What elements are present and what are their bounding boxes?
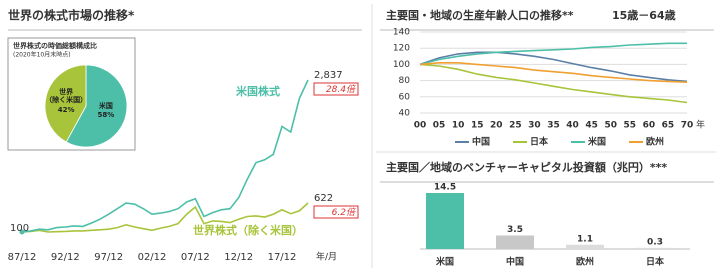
chart-title: 世界の株式市場の推移* (8, 8, 135, 23)
x-tick-label: 60 (643, 121, 656, 131)
x-tick-label: 15 (471, 121, 484, 131)
legend-label: 日本 (530, 136, 549, 148)
end-value-label: 2,837 (314, 70, 343, 81)
series-line (21, 79, 309, 233)
y-tick-label: 140 (393, 28, 410, 38)
pie-title: 世界株式の時価総額構成比 (13, 41, 97, 50)
legend-label: 欧州 (646, 136, 664, 148)
pie-slice (44, 64, 87, 143)
legend-label: 中国 (472, 136, 490, 148)
x-tick-label: 87/12 (8, 252, 37, 263)
x-axis-label: 年/月 (316, 251, 337, 263)
series-line (419, 42, 687, 66)
slice-label: 世界 （除く米国） (45, 87, 88, 104)
x-tick-label: 12/12 (224, 252, 253, 263)
x-tick-label: 40 (566, 121, 579, 131)
bar (496, 235, 534, 249)
x-tick-label: 70 (681, 121, 694, 131)
chart-subtitle: 15歳－64歳 (612, 8, 676, 22)
y-tick-label: 60 (399, 92, 411, 102)
slice-label: 米国 (98, 102, 113, 111)
bar-value-label: 0.3 (647, 237, 663, 247)
x-tick-label: 50 (604, 121, 617, 131)
x-tick-label: 中国 (506, 256, 524, 268)
series-name: 米国株式 (235, 84, 280, 98)
multiple-label: 28.4倍 (326, 84, 356, 95)
end-value-label: 622 (314, 193, 333, 204)
bar (566, 244, 604, 249)
x-tick-label: 25 (509, 121, 522, 131)
chart-title: 主要国・地域の生産年齢人口の推移** (386, 8, 574, 22)
x-tick-label: 欧州 (576, 256, 594, 268)
y-tick-label: 120 (393, 44, 410, 54)
x-tick-label: 55 (624, 121, 637, 131)
series-line (21, 202, 309, 233)
slice-value: 42% (57, 105, 75, 114)
bar-value-label: 1.1 (577, 234, 593, 244)
start-point (19, 229, 25, 235)
legend-label: 米国 (587, 136, 606, 148)
x-tick-label: 05 (433, 121, 446, 131)
x-tick-label: 92/12 (51, 252, 80, 263)
pie-subtitle: (2020年10月末時点) (13, 51, 71, 59)
y-tick-label: 40 (399, 109, 411, 119)
x-tick-label: 35 (547, 121, 560, 131)
x-tick-label: 02/12 (138, 252, 167, 263)
series-line (419, 63, 688, 104)
x-tick-label: 07/12 (181, 252, 210, 263)
y-tick-label: 100 (393, 60, 410, 70)
bar-value-label: 3.5 (507, 225, 523, 235)
chart-title: 主要国／地域のベンチャーキャピタル投資額（兆円）*** (386, 160, 667, 174)
series-line (419, 51, 688, 83)
x-tick-label: 20 (490, 121, 503, 131)
x-tick-label: 10 (452, 121, 465, 131)
multiple-box (313, 82, 359, 96)
multiple-box (313, 205, 359, 219)
bar (636, 247, 674, 249)
x-tick-label: 17/12 (268, 252, 297, 263)
pie-slice (65, 64, 128, 148)
slice-value: 58% (97, 111, 115, 120)
x-axis-label: 年 (696, 119, 705, 131)
bar-value-label: 14.5 (434, 183, 456, 193)
series-name: 世界株式（除く米国） (193, 223, 303, 237)
multiple-label: 6.2倍 (332, 207, 356, 218)
x-tick-label: 日本 (646, 256, 665, 268)
x-tick-label: 米国 (435, 256, 454, 268)
x-tick-label: 00 (414, 121, 427, 131)
bar (426, 193, 464, 249)
series-line (419, 62, 688, 83)
x-tick-label: 97/12 (94, 252, 123, 263)
x-tick-label: 65 (662, 121, 675, 131)
y-tick-label: 80 (399, 76, 411, 86)
x-tick-label: 30 (528, 121, 541, 131)
x-tick-label: 45 (585, 121, 598, 131)
start-value-label: 100 (10, 223, 29, 234)
